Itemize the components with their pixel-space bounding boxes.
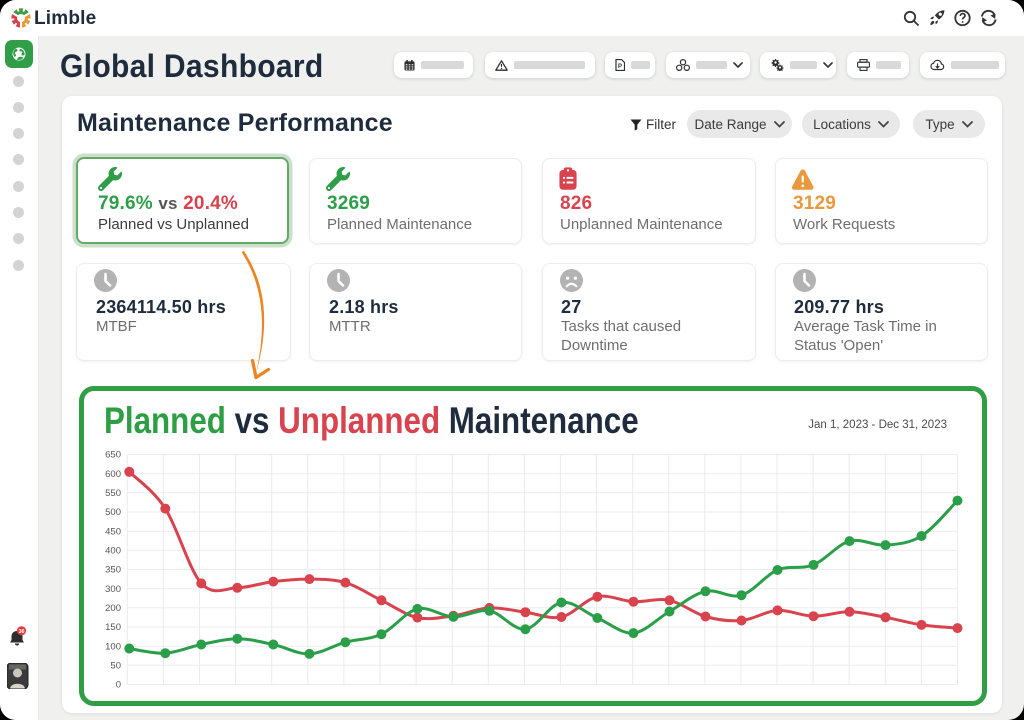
svg-text:650: 650 xyxy=(105,450,121,461)
svg-text:400: 400 xyxy=(105,546,121,557)
svg-text:0: 0 xyxy=(116,680,121,691)
svg-text:300: 300 xyxy=(105,584,121,595)
svg-text:100: 100 xyxy=(105,641,121,652)
svg-text:350: 350 xyxy=(105,565,121,576)
svg-text:500: 500 xyxy=(105,507,121,518)
svg-text:P: P xyxy=(618,64,622,70)
svg-text:200: 200 xyxy=(105,603,121,614)
svg-text:36: 36 xyxy=(18,629,24,635)
svg-text:600: 600 xyxy=(105,469,121,480)
svg-text:50: 50 xyxy=(110,661,121,672)
svg-text:450: 450 xyxy=(105,526,121,537)
svg-text:550: 550 xyxy=(105,488,121,499)
svg-text:150: 150 xyxy=(105,622,121,633)
